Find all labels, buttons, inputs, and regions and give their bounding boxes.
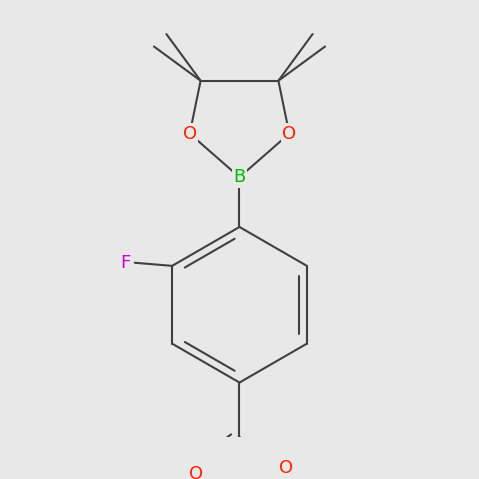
Text: O: O <box>182 125 197 143</box>
Text: B: B <box>233 168 246 186</box>
Text: O: O <box>189 465 203 479</box>
Text: O: O <box>279 459 293 477</box>
Text: F: F <box>120 254 131 272</box>
Text: O: O <box>282 125 297 143</box>
